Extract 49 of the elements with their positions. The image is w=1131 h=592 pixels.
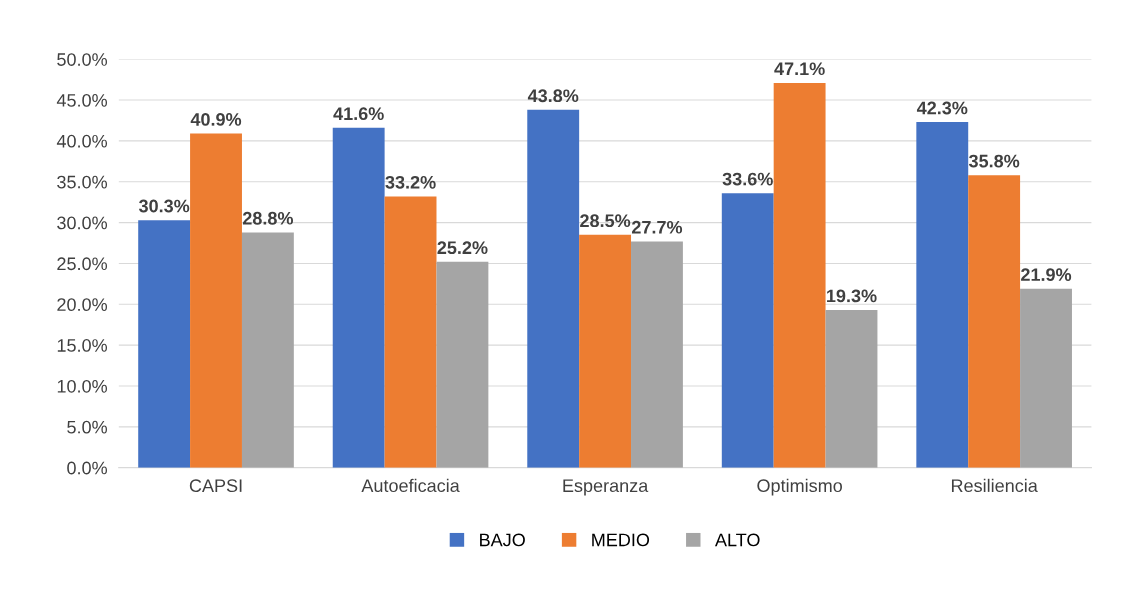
y-tick-label: 15.0% bbox=[57, 339, 107, 352]
data-label: 25.2% bbox=[437, 241, 488, 255]
data-label: 40.9% bbox=[190, 113, 242, 126]
bar bbox=[825, 310, 878, 468]
x-tick-label: CAPSI bbox=[189, 479, 242, 493]
bar bbox=[332, 127, 385, 468]
data-label: 21.9% bbox=[1021, 268, 1072, 282]
y-tick-label: 25.0% bbox=[57, 257, 107, 271]
bar bbox=[968, 175, 1021, 468]
data-label: 35.8% bbox=[968, 154, 1020, 168]
data-label: 33.2% bbox=[385, 175, 436, 189]
y-tick-label: 0.0% bbox=[67, 461, 107, 475]
bar bbox=[384, 196, 437, 468]
data-label: 43.8% bbox=[527, 89, 579, 103]
data-label: 33.6% bbox=[722, 172, 773, 186]
bar bbox=[631, 241, 683, 468]
data-label: 41.6% bbox=[333, 107, 384, 121]
y-tick-label: 5.0% bbox=[67, 420, 107, 434]
data-label: 42.3% bbox=[916, 101, 968, 115]
bar bbox=[190, 133, 242, 468]
data-label: 30.3% bbox=[138, 199, 190, 213]
bar bbox=[579, 234, 632, 468]
legend-label: BAJO bbox=[480, 533, 525, 547]
x-tick-label: Autoeficacia bbox=[361, 478, 460, 493]
data-label: 28.8% bbox=[242, 211, 294, 225]
x-tick-label: Resiliencia bbox=[951, 478, 1038, 493]
bar bbox=[721, 193, 774, 468]
bar bbox=[527, 109, 580, 468]
y-tick-label: 20.0% bbox=[57, 298, 107, 312]
bar bbox=[138, 220, 191, 468]
bar bbox=[241, 232, 294, 468]
data-label: 28.5% bbox=[580, 214, 631, 228]
data-label: 27.7% bbox=[631, 220, 683, 234]
bar bbox=[436, 261, 489, 468]
legend-label: MEDIO bbox=[592, 533, 650, 547]
y-tick-label: 35.0% bbox=[57, 175, 107, 189]
bar bbox=[1020, 288, 1072, 468]
legend-label: ALTO bbox=[714, 533, 760, 547]
x-tick-label: Esperanza bbox=[563, 479, 649, 496]
y-tick-label: 10.0% bbox=[57, 379, 107, 393]
data-label: 19.3% bbox=[827, 289, 877, 303]
bar bbox=[916, 122, 969, 468]
x-tick-label: Optimismo bbox=[757, 478, 842, 496]
bar bbox=[773, 82, 826, 468]
y-tick-label: 30.0% bbox=[57, 216, 107, 230]
y-tick-label: 45.0% bbox=[56, 93, 107, 107]
y-tick-label: 50.0% bbox=[57, 53, 107, 66]
data-label: 47.1% bbox=[774, 62, 825, 76]
y-tick-label: 40.0% bbox=[56, 134, 107, 148]
